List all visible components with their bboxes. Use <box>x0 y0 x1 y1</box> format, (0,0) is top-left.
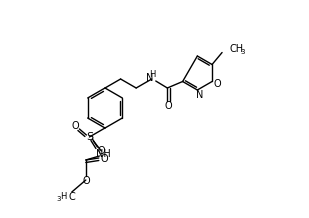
Text: H: H <box>60 191 66 201</box>
Text: O: O <box>164 101 172 111</box>
Text: O: O <box>213 78 221 89</box>
Text: O: O <box>100 154 108 164</box>
Text: NH: NH <box>96 149 111 159</box>
Text: 3: 3 <box>240 48 245 54</box>
Text: O: O <box>98 146 105 156</box>
Text: N: N <box>146 73 154 83</box>
Text: C: C <box>69 192 75 202</box>
Text: N: N <box>196 90 203 100</box>
Text: S: S <box>86 132 93 142</box>
Text: O: O <box>72 121 79 131</box>
Text: O: O <box>82 176 90 186</box>
Text: 3: 3 <box>57 196 61 202</box>
Text: CH: CH <box>229 44 243 53</box>
Text: H: H <box>150 70 156 78</box>
